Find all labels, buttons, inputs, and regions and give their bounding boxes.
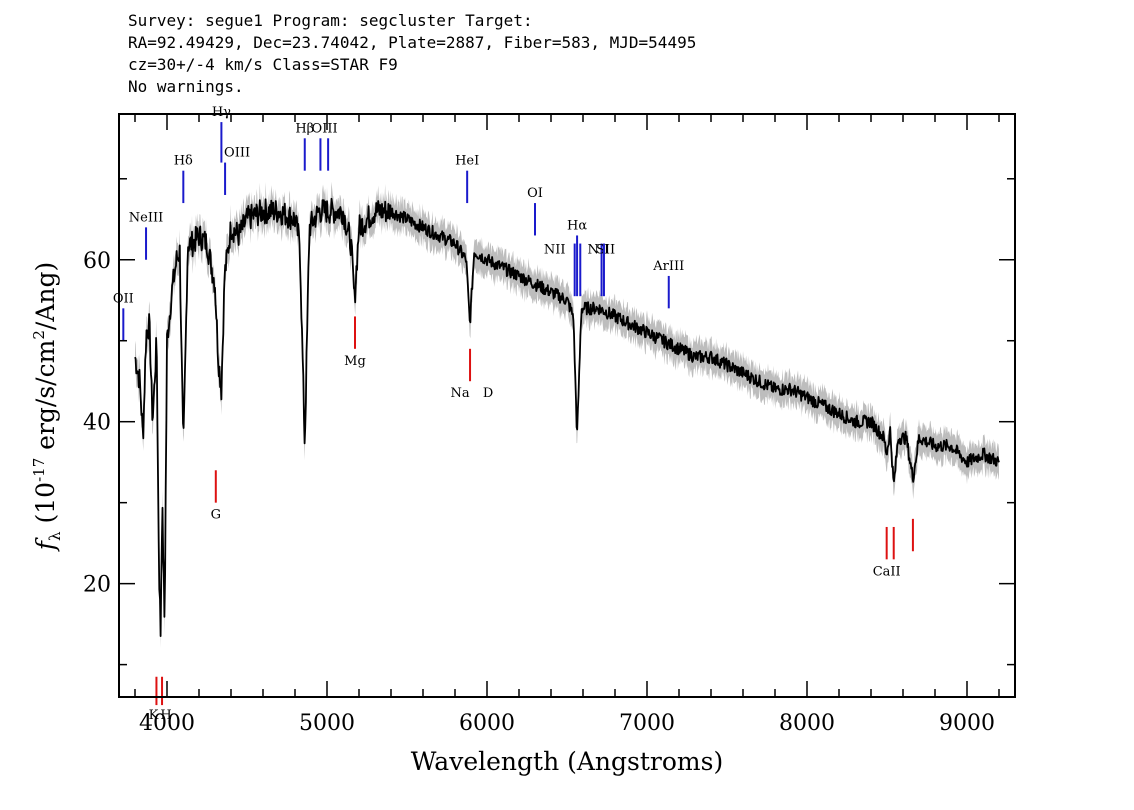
emission-label: Hα: [567, 218, 587, 233]
emission-label: Hβ: [295, 121, 314, 136]
y-tick-label: 20: [83, 573, 111, 598]
axis-tick-layer: 4000 5000 6000 7000 8000 9000 20 40 60: [83, 114, 1015, 736]
emission-label: HeI: [455, 154, 479, 169]
plot-frame: [118, 113, 1016, 698]
absorption-label: Mg: [344, 354, 366, 369]
absorption-label: K: [149, 708, 159, 723]
emission-label: OIII: [312, 121, 338, 136]
emission-label: OIII: [224, 146, 250, 161]
emission-label: NeIII: [129, 210, 163, 225]
absorption-label: CaII: [873, 564, 901, 579]
x-tick-label: 4000: [139, 711, 195, 736]
y-tick-label: 40: [83, 411, 111, 436]
spectrum-layer: [134, 197, 1000, 637]
header-coordinates-line: RA=92.49429, Dec=23.74042, Plate=2887, F…: [128, 33, 697, 52]
header-warnings-line: No warnings.: [128, 77, 244, 96]
spectrum-header: Survey: segue1 Program: segcluster Targe…: [128, 10, 696, 98]
x-tick-label: 5000: [299, 711, 355, 736]
emission-label: SII: [596, 243, 615, 258]
emission-label: Hδ: [174, 154, 193, 169]
error-band-layer: [135, 181, 999, 649]
header-redshift-line: cz=30+/-4 km/s Class=STAR F9: [128, 55, 398, 74]
emission-label: OI: [527, 186, 543, 201]
absorption-label: G: [211, 508, 221, 523]
emission-label: ArIII: [652, 259, 684, 274]
y-axis-title: fλ (10-17 erg/s/cm2/Ang): [30, 262, 64, 552]
absorption-label: D: [483, 386, 493, 401]
absorption-label: H: [160, 708, 171, 723]
x-tick-label: 9000: [939, 711, 995, 736]
header-survey-line: Survey: segue1 Program: segcluster Targe…: [128, 11, 533, 30]
spectrum-line: [134, 197, 1000, 637]
emission-label: Hγ: [212, 105, 231, 120]
emission-label: NII: [544, 243, 566, 258]
error-band: [135, 181, 999, 649]
x-tick-label: 6000: [459, 711, 515, 736]
x-tick-label: 7000: [619, 711, 675, 736]
absorption-label: Na: [450, 386, 469, 401]
emission-label: OII: [113, 291, 134, 306]
x-tick-label: 8000: [779, 711, 835, 736]
y-tick-label: 60: [83, 249, 111, 274]
line-marker-layer: OIINeIIIHδHγOIIIHβOIIIHeIOINIIHαNIISIIAr…: [113, 105, 914, 723]
x-axis-title: Wavelength (Angstroms): [411, 747, 723, 776]
